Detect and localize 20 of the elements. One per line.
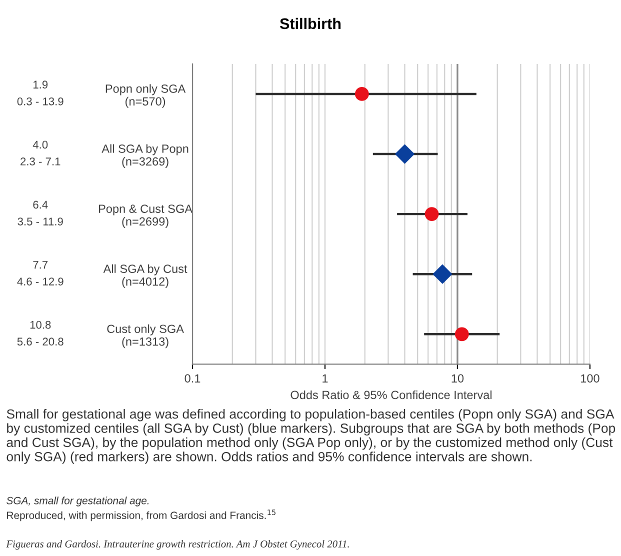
text: 10.8 5.6 - 20.8: [17, 320, 64, 346]
text: 4.0 2.3 - 7.1: [20, 140, 60, 166]
chart-title: Stillbirth: [280, 18, 341, 30]
x-tick-label: 0.1: [184, 374, 200, 383]
y-tick-label: All SGA by Cust (n=4012): [103, 264, 188, 288]
x-axis-title: Odds Ratio & 95% Confidence Interval: [290, 390, 492, 400]
text: 6.4 3.5 - 11.9: [18, 200, 63, 226]
text: Small for gestational age was defined according to population-based centiles (Popn only SGA) and SGA by customized centiles (all SGA by Cust) (blue markers). Subgroups that are SGA by both methods (Pop and Cust SGA), by the population method only (SGA Pop only), or by the customized method only (Cust only SGA) (red markers) are shown. Odds ratios and 95% confidence intervals are shown.: [6, 408, 616, 464]
text: 7.7 4.6 - 12.9: [17, 260, 64, 286]
text: Reproduced, with permission, from Gardosi and Francis.$^{15}$: [7, 510, 276, 522]
y-tick-label: Popn & Cust SGA (n=2699): [99, 204, 193, 228]
text: 1.9 0.3 - 13.9: [17, 80, 64, 106]
text: SGA, small for gestational age.: [6, 496, 149, 506]
y-tick-label: All SGA by Popn (n=3269): [102, 144, 188, 168]
x-tick-label: 10: [452, 374, 464, 383]
x-tick-label: 100: [581, 374, 600, 383]
x-tick-label: 1: [322, 374, 328, 382]
text: Figueras and Gardosi. Intrauterine growth restriction. Am J Obstet Gynecol 2011.: [6, 540, 349, 550]
y-tick-label: Popn only SGA (n=570): [106, 84, 186, 108]
y-tick-label: Cust only SGA (n=1313): [107, 324, 184, 348]
